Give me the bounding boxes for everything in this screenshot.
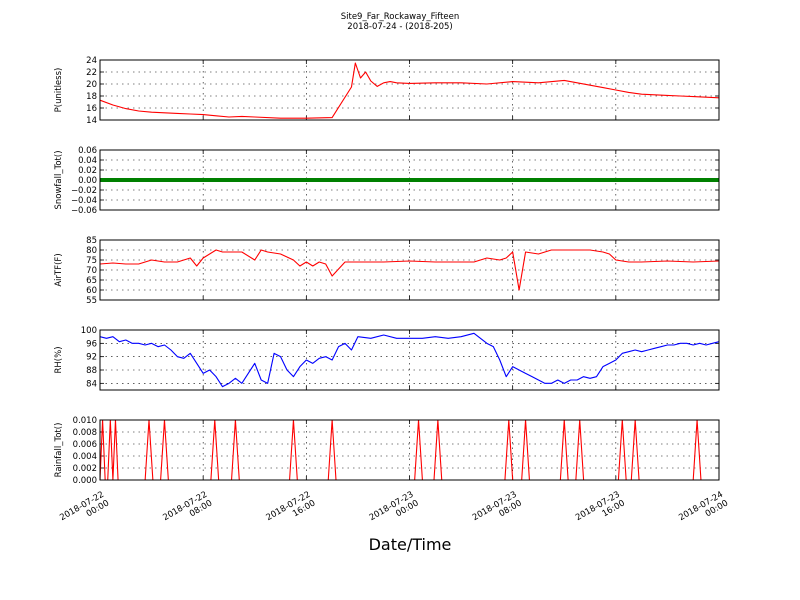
y-tick-label: 65 xyxy=(86,276,97,286)
y-tick-label: −0.02 xyxy=(71,186,97,196)
panel-4: 0.000 0.002 0.004 0.006 0.008 0.010 Rainfall_T… xyxy=(54,416,720,486)
y-tick-label: 0.06 xyxy=(78,146,97,156)
y-tick-label: 0.02 xyxy=(78,166,97,176)
axes-frame xyxy=(99,149,720,211)
y-axis-label: P(unitless) xyxy=(54,68,64,113)
panels: 141618202224P(unitless)−0.06−0.04−0.020.… xyxy=(54,56,720,486)
y-tick-label: −0.04 xyxy=(71,196,97,206)
y-tick-label: 20 xyxy=(86,80,97,90)
y-tick-label: 96 xyxy=(86,339,97,349)
y-tick-label: −0.06 xyxy=(71,206,97,216)
y-tick-label: 55 xyxy=(86,296,97,306)
series-line-0-0 xyxy=(99,62,720,119)
axes-frame xyxy=(99,59,720,121)
y-tick-label: 100 xyxy=(81,326,97,336)
y-tick-label: 0.010 xyxy=(73,416,97,426)
y-axis-label: RH(%) xyxy=(54,346,64,373)
y-axis-label: AirTF(F) xyxy=(54,253,64,286)
y-tick-label: 80 xyxy=(86,246,97,256)
y-tick-label: 0.00 xyxy=(78,176,97,186)
y-tick-label: 24 xyxy=(86,56,97,66)
y-tick-label: 84 xyxy=(86,379,97,389)
y-axis-label: Snowfall_Tot() xyxy=(54,150,64,209)
y-tick-label: 22 xyxy=(86,68,97,78)
y-tick-label: 0.002 xyxy=(73,464,97,474)
y-tick-label: 0.004 xyxy=(73,452,97,462)
panel-0: 14 16 18 20 22 24 P(unitless) xyxy=(54,56,720,126)
y-tick-label: 0.008 xyxy=(73,428,97,438)
y-tick-label: 0.000 xyxy=(73,476,97,486)
y-tick-label: 88 xyxy=(86,366,97,376)
y-tick-label: 18 xyxy=(86,92,97,102)
panel-3: 84 88 92 96 100 RH(%) xyxy=(54,326,720,391)
y-axis-label: Rainfall_Tot() xyxy=(54,423,64,478)
y-tick-label: 16 xyxy=(86,104,97,114)
series-line-3-0 xyxy=(99,332,720,388)
y-tick-label: 75 xyxy=(86,256,97,266)
axes-frame xyxy=(99,419,720,481)
series-line-2-0 xyxy=(99,249,720,291)
y-tick-label: 85 xyxy=(86,236,97,246)
y-tick-label: 14 xyxy=(86,116,97,126)
y-tick-label: 92 xyxy=(86,353,97,363)
figure-subtitle: 2018-07-24 - (2018-205) xyxy=(347,22,452,32)
panel-1: −0.06−0.04−0.020.000.020.040.06 Snowfall_… xyxy=(54,146,720,216)
figure-title: Site9_Far_Rockaway_Fifteen xyxy=(341,12,460,22)
y-tick-label: 70 xyxy=(86,266,97,276)
x-axis-label: Date/Time xyxy=(369,535,452,554)
y-tick-label: 60 xyxy=(86,286,97,296)
axes-frame xyxy=(99,239,720,301)
y-tick-label: 0.04 xyxy=(78,156,97,166)
y-tick-label: 0.006 xyxy=(73,440,97,450)
axes-frame xyxy=(99,329,720,391)
